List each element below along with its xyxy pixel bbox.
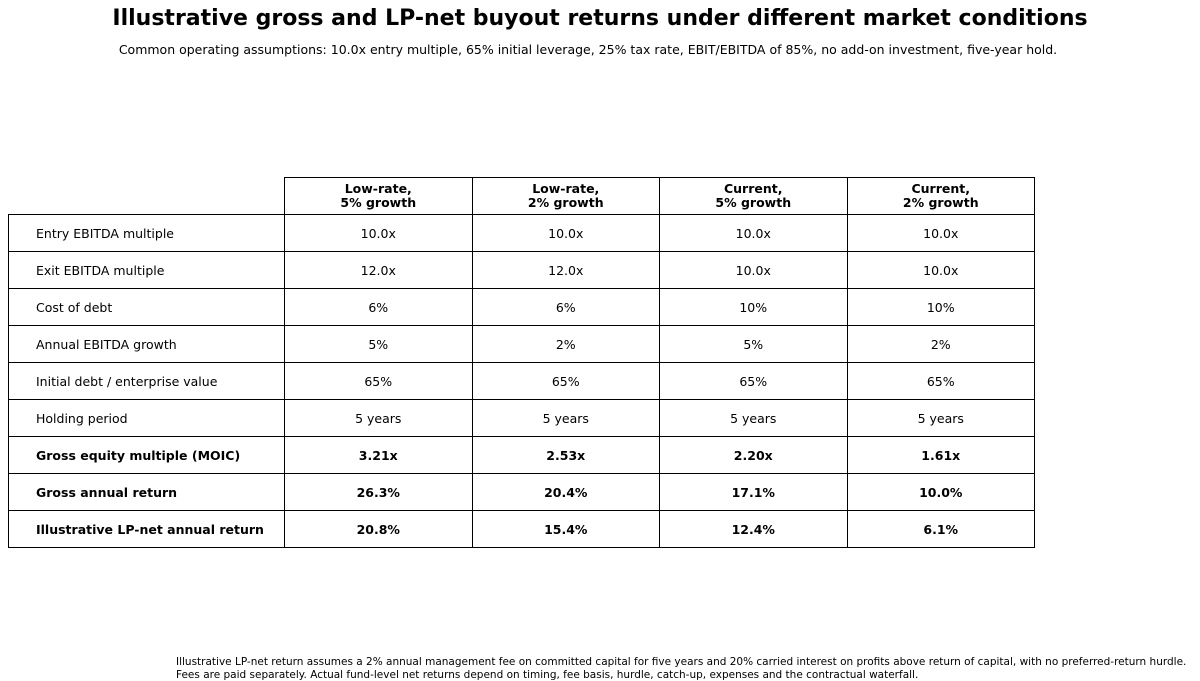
table-cell: 10.0x [285, 215, 473, 252]
table-cell: 2.20x [660, 437, 848, 474]
returns-table: Low-rate, 5% growth Low-rate, 2% growth … [8, 177, 1035, 548]
table-cell: 10% [847, 289, 1035, 326]
row-label: Illustrative LP-net annual return [9, 511, 285, 548]
table-cell: 12.0x [285, 252, 473, 289]
column-header: Current, 2% growth [847, 178, 1035, 215]
table-cell: 10.0x [660, 215, 848, 252]
header-row: Low-rate, 5% growth Low-rate, 2% growth … [9, 178, 1035, 215]
row-label: Annual EBITDA growth [9, 326, 285, 363]
column-header-line1: Low-rate, [285, 182, 472, 196]
table-cell: 3.21x [285, 437, 473, 474]
table-cell: 10.0x [847, 215, 1035, 252]
table-cell: 15.4% [472, 511, 660, 548]
table-cell: 12.4% [660, 511, 848, 548]
table-cell: 5 years [660, 400, 848, 437]
column-header: Low-rate, 2% growth [472, 178, 660, 215]
table-cell: 2% [472, 326, 660, 363]
table-cell: 6.1% [847, 511, 1035, 548]
row-label: Entry EBITDA multiple [9, 215, 285, 252]
table-cell: 20.4% [472, 474, 660, 511]
table-cell: 5% [285, 326, 473, 363]
column-header: Low-rate, 5% growth [285, 178, 473, 215]
row-label: Holding period [9, 400, 285, 437]
table-cell: 10% [660, 289, 848, 326]
table-cell: 12.0x [472, 252, 660, 289]
column-header-line2: 2% growth [473, 196, 660, 210]
footnote: Illustrative LP-net return assumes a 2% … [176, 656, 1200, 681]
table-cell: 6% [472, 289, 660, 326]
header-corner-cell [9, 178, 285, 215]
table-cell: 5 years [472, 400, 660, 437]
page-subtitle: Common operating assumptions: 10.0x entr… [0, 42, 1176, 58]
row-label: Initial debt / enterprise value [9, 363, 285, 400]
row-label: Gross annual return [9, 474, 285, 511]
row-label: Exit EBITDA multiple [9, 252, 285, 289]
column-header-line2: 5% growth [660, 196, 847, 210]
table-cell: 5 years [285, 400, 473, 437]
table-cell: 65% [660, 363, 848, 400]
table-cell: 65% [472, 363, 660, 400]
column-header: Current, 5% growth [660, 178, 848, 215]
table-cell: 5% [660, 326, 848, 363]
table-cell: 26.3% [285, 474, 473, 511]
column-header-line2: 5% growth [285, 196, 472, 210]
page-title: Illustrative gross and LP-net buyout ret… [0, 4, 1200, 34]
table-cell: 10.0x [660, 252, 848, 289]
table-cell: 2.53x [472, 437, 660, 474]
table-cell: 10.0x [472, 215, 660, 252]
table-cell: 20.8% [285, 511, 473, 548]
column-header-line1: Current, [848, 182, 1035, 196]
table-cell: 65% [285, 363, 473, 400]
table-cell: 10.0x [847, 252, 1035, 289]
table-cell: 6% [285, 289, 473, 326]
row-label: Gross equity multiple (MOIC) [9, 437, 285, 474]
table-cell: 1.61x [847, 437, 1035, 474]
table-header: Low-rate, 5% growth Low-rate, 2% growth … [9, 178, 1035, 215]
table-cell: 65% [847, 363, 1035, 400]
table-cell: 17.1% [660, 474, 848, 511]
column-header-line1: Current, [660, 182, 847, 196]
footnote-line: Illustrative LP-net return assumes a 2% … [176, 656, 1200, 669]
column-header-line2: 2% growth [848, 196, 1035, 210]
row-label: Cost of debt [9, 289, 285, 326]
column-header-line1: Low-rate, [473, 182, 660, 196]
table-cell: 10.0% [847, 474, 1035, 511]
table-cell: 2% [847, 326, 1035, 363]
table-cell: 5 years [847, 400, 1035, 437]
